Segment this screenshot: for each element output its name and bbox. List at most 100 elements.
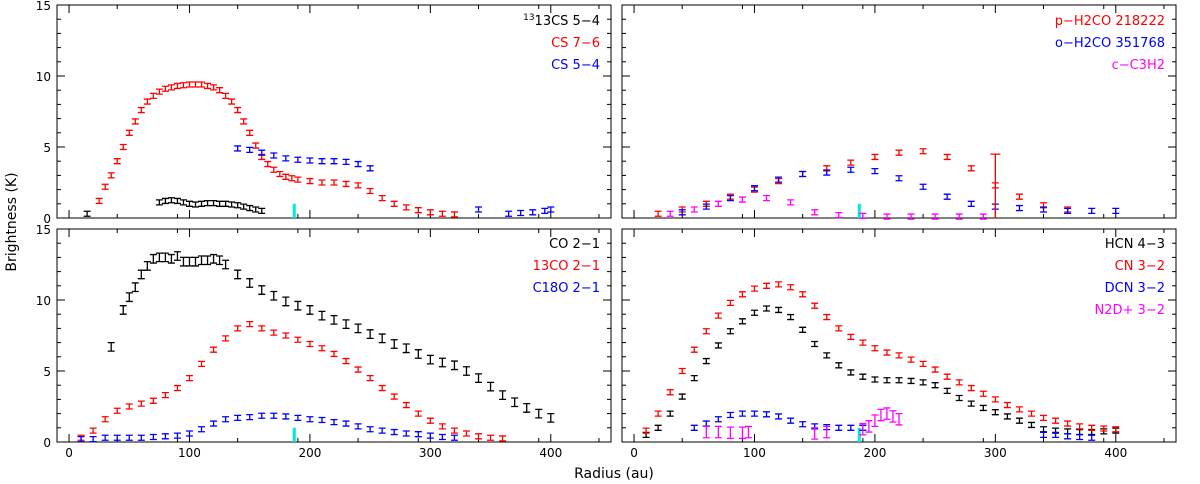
- data-point: [378, 194, 386, 202]
- data-point: [131, 118, 139, 125]
- data-point: [744, 425, 752, 439]
- data-point: [775, 176, 783, 183]
- data-point: [258, 285, 266, 295]
- data-point: [654, 210, 662, 217]
- data-point: [149, 253, 157, 264]
- data-point: [318, 416, 326, 424]
- legend-cn-3-2: CN 3−2: [1115, 259, 1165, 274]
- y-tick-label: 5: [43, 365, 51, 379]
- data-point: [426, 354, 434, 365]
- data-point: [161, 85, 169, 92]
- data-point: [354, 423, 362, 430]
- data-point: [738, 291, 746, 298]
- data-point: [318, 310, 326, 321]
- data-point: [967, 400, 975, 407]
- data-point: [714, 416, 722, 423]
- data-point: [282, 173, 290, 180]
- data-point: [222, 335, 230, 342]
- data-point: [216, 200, 224, 207]
- series-p-h2co-218222: [654, 148, 1072, 217]
- data-point: [714, 342, 722, 349]
- data-point: [823, 352, 831, 359]
- data-point: [390, 339, 398, 349]
- x-tick-label: 0: [630, 446, 638, 460]
- data-point: [787, 199, 795, 206]
- data-point: [775, 306, 783, 314]
- data-point: [547, 206, 555, 213]
- data-point: [847, 166, 855, 173]
- data-point: [258, 325, 266, 332]
- data-point: [288, 175, 296, 182]
- data-point: [234, 325, 242, 332]
- data-point: [871, 414, 879, 428]
- data-point: [1076, 433, 1084, 441]
- data-point: [204, 199, 212, 207]
- data-point: [234, 202, 242, 209]
- legend-cs-7-6: CS 7−6: [551, 36, 600, 51]
- data-point: [270, 152, 278, 159]
- data-point: [787, 284, 795, 291]
- data-point: [487, 381, 495, 392]
- data-point: [726, 328, 734, 335]
- data-point: [979, 213, 987, 220]
- data-point: [198, 360, 206, 368]
- series-cs-7-6: [95, 81, 458, 218]
- data-point: [702, 328, 710, 335]
- data-point: [234, 106, 242, 114]
- data-point: [690, 374, 698, 382]
- data-point: [402, 430, 410, 437]
- data-point: [366, 165, 374, 172]
- data-point: [318, 345, 326, 352]
- data-point: [246, 278, 254, 288]
- data-point: [366, 426, 374, 433]
- data-point: [1064, 433, 1072, 440]
- data-point: [173, 432, 181, 439]
- panel-bottom-left: 0 100 200 300 400 0 5 10 15: [36, 223, 612, 460]
- data-point: [529, 209, 537, 216]
- data-point: [210, 420, 218, 427]
- y-tick-label: 15: [36, 223, 51, 237]
- data-point: [185, 430, 193, 437]
- x-tick-label: 0: [65, 446, 73, 460]
- data-point: [240, 118, 248, 125]
- data-point: [450, 360, 458, 371]
- data-point: [83, 210, 91, 217]
- data-point: [690, 424, 698, 431]
- data-point: [276, 170, 284, 178]
- data-point: [883, 407, 891, 420]
- data-point: [204, 255, 212, 266]
- data-point: [702, 425, 710, 439]
- data-point: [137, 434, 145, 441]
- data-point: [210, 199, 218, 207]
- data-point: [155, 199, 163, 206]
- data-point: [799, 170, 807, 178]
- data-point: [859, 339, 867, 346]
- data-point: [222, 200, 230, 207]
- data-point: [149, 92, 157, 100]
- data-point: [342, 180, 350, 188]
- data-point: [511, 397, 519, 408]
- x-tick-label: 300: [419, 446, 442, 460]
- data-point: [811, 302, 819, 309]
- data-point: [342, 319, 350, 330]
- data-point: [931, 366, 939, 373]
- data-point: [270, 166, 278, 173]
- legend-co-2-1: CO 2−1: [549, 237, 600, 252]
- series-13cs-5-4: [83, 197, 266, 217]
- data-point: [678, 209, 686, 216]
- data-point: [763, 194, 771, 202]
- data-point: [738, 426, 746, 440]
- data-point: [799, 326, 807, 333]
- legend-top-left: 1313CS 5−4 CS 7−6 CS 5−4: [523, 13, 600, 73]
- data-point: [306, 177, 314, 185]
- y-tick-label: 15: [36, 0, 51, 13]
- data-point: [835, 212, 843, 219]
- data-point: [450, 427, 458, 434]
- data-point: [1027, 421, 1035, 429]
- data-point: [1088, 434, 1096, 441]
- data-point: [125, 292, 133, 303]
- data-point: [642, 427, 650, 434]
- panel-frame-top-left: [56, 4, 612, 219]
- data-point: [216, 87, 224, 94]
- data-point: [919, 148, 927, 155]
